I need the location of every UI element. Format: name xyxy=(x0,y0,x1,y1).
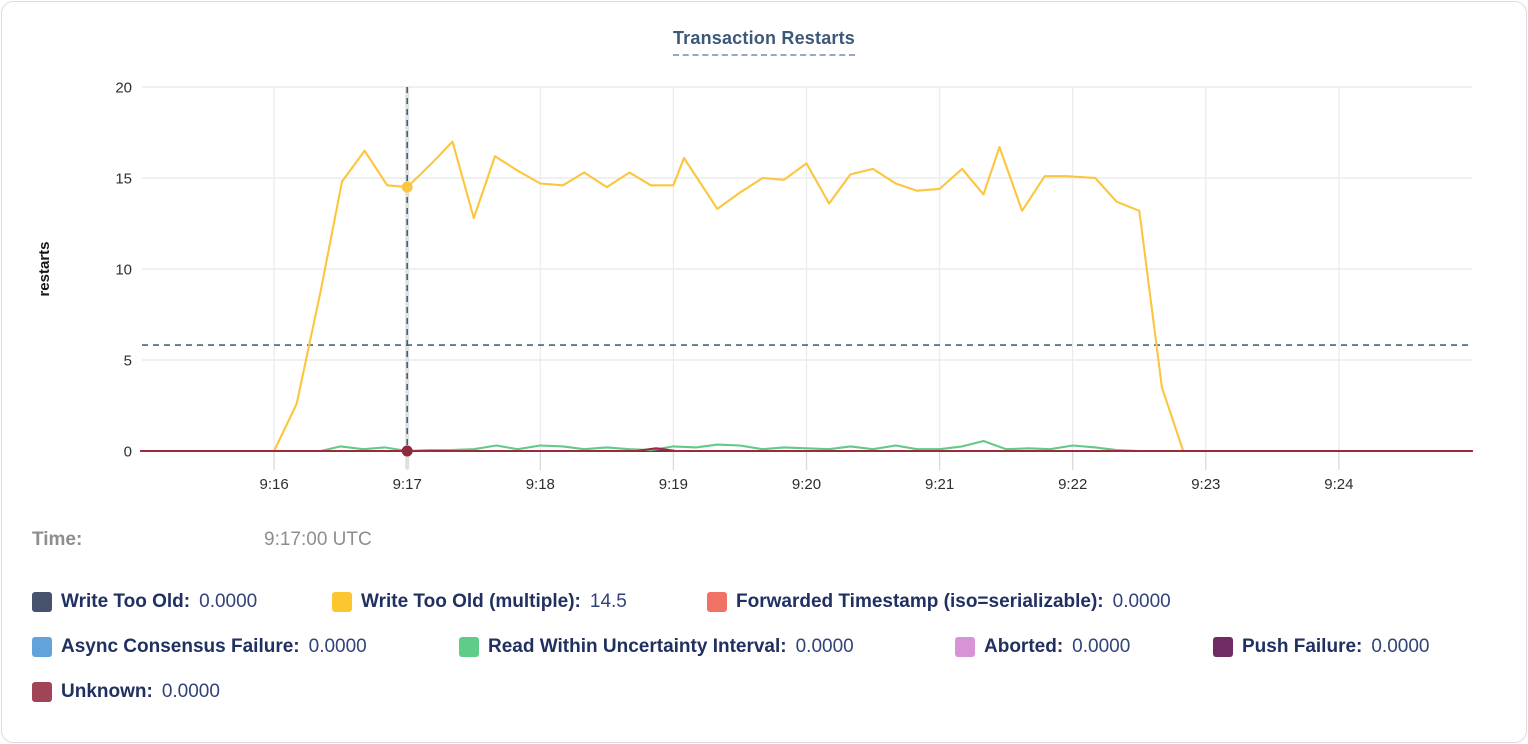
hover-marker xyxy=(401,181,413,193)
legend-swatch-icon xyxy=(1213,637,1233,657)
chart-title[interactable]: Transaction Restarts xyxy=(672,28,856,56)
legend-value: 14.5 xyxy=(589,591,627,612)
legend-label: Read Within Uncertainty Interval: xyxy=(488,636,787,657)
series-lines xyxy=(139,140,1474,453)
series-line-write-too-old-multiple- xyxy=(273,140,1185,453)
legend-label: Async Consensus Failure: xyxy=(61,636,300,657)
x-tick-label: 9:17 xyxy=(393,476,422,493)
x-tick-label: 9:24 xyxy=(1324,476,1353,493)
legend-value: 0.0000 xyxy=(795,636,854,657)
legend-swatch-icon xyxy=(459,637,479,657)
tooltip-time-value: 9:17:00 UTC xyxy=(264,529,372,550)
legend-swatch-icon xyxy=(332,592,352,612)
legend-item-unknown[interactable]: Unknown: 0.0000 xyxy=(32,681,220,703)
legend-swatch-icon xyxy=(707,592,727,612)
y-tick-label: 20 xyxy=(115,80,132,97)
y-axis-title: restarts xyxy=(36,241,53,296)
legend-item-aborted[interactable]: Aborted: 0.0000 xyxy=(955,636,1130,658)
legend-swatch-icon xyxy=(32,592,52,612)
x-tick-label: 9:22 xyxy=(1058,476,1087,493)
legend-value: 0.0000 xyxy=(1371,636,1430,657)
tooltip-time-label: Time: xyxy=(32,529,83,550)
legend-item-async-consensus-failure[interactable]: Async Consensus Failure: 0.0000 xyxy=(32,636,367,658)
legend-label: Forwarded Timestamp (iso=serializable): xyxy=(736,591,1104,612)
y-tick-label: 0 xyxy=(124,444,132,461)
chart-header: Transaction Restarts xyxy=(2,28,1526,56)
x-gridlines: 9:16 9:17 9:18 9:19 9:20 9:21 9:22 9:23 9:24 xyxy=(259,87,1354,493)
y-tick-label: 15 xyxy=(115,171,132,188)
x-tick-label: 9:16 xyxy=(259,476,288,493)
y-tick-label: 10 xyxy=(115,262,132,279)
legend-swatch-icon xyxy=(32,682,52,702)
legend-label: Aborted: xyxy=(984,636,1064,657)
legend-value: 0.0000 xyxy=(1112,591,1171,612)
y-tick-label: 5 xyxy=(124,353,132,370)
legend-label: Write Too Old (multiple): xyxy=(361,591,581,612)
legend-value: 0.0000 xyxy=(1072,636,1131,657)
legend-value: 0.0000 xyxy=(199,591,258,612)
legend-value: 0.0000 xyxy=(308,636,367,657)
legend-item-write-too-old[interactable]: Write Too Old: 0.0000 xyxy=(32,591,257,613)
x-tick-label: 9:23 xyxy=(1191,476,1220,493)
legend-value: 0.0000 xyxy=(161,681,220,702)
x-tick-label: 9:19 xyxy=(659,476,688,493)
legend-item-write-too-old-multiple-[interactable]: Write Too Old (multiple): 14.5 xyxy=(332,591,627,613)
legend-item-push-failure[interactable]: Push Failure: 0.0000 xyxy=(1213,636,1429,658)
series-line-unknown xyxy=(139,447,1474,453)
legend-swatch-icon xyxy=(32,637,52,657)
legend-label: Unknown: xyxy=(61,681,153,702)
legend-item-read-within-uncertainty-interval[interactable]: Read Within Uncertainty Interval: 0.0000 xyxy=(459,636,854,658)
legend-label: Push Failure: xyxy=(1242,636,1363,657)
legend-swatch-icon xyxy=(955,637,975,657)
legend-label: Write Too Old: xyxy=(61,591,191,612)
x-tick-label: 9:20 xyxy=(792,476,821,493)
restarts-chart[interactable]: 0 5 10 15 20 9:16 9:17 9:18 9:19 9:20 9:21 9:22 9:23… xyxy=(2,2,1527,514)
x-tick-label: 9:18 xyxy=(526,476,555,493)
x-tick-label: 9:21 xyxy=(925,476,954,493)
hover-marker xyxy=(401,445,413,457)
legend-item-forwarded-timestamp-iso-serializable-[interactable]: Forwarded Timestamp (iso=serializable): 0… xyxy=(707,591,1171,613)
